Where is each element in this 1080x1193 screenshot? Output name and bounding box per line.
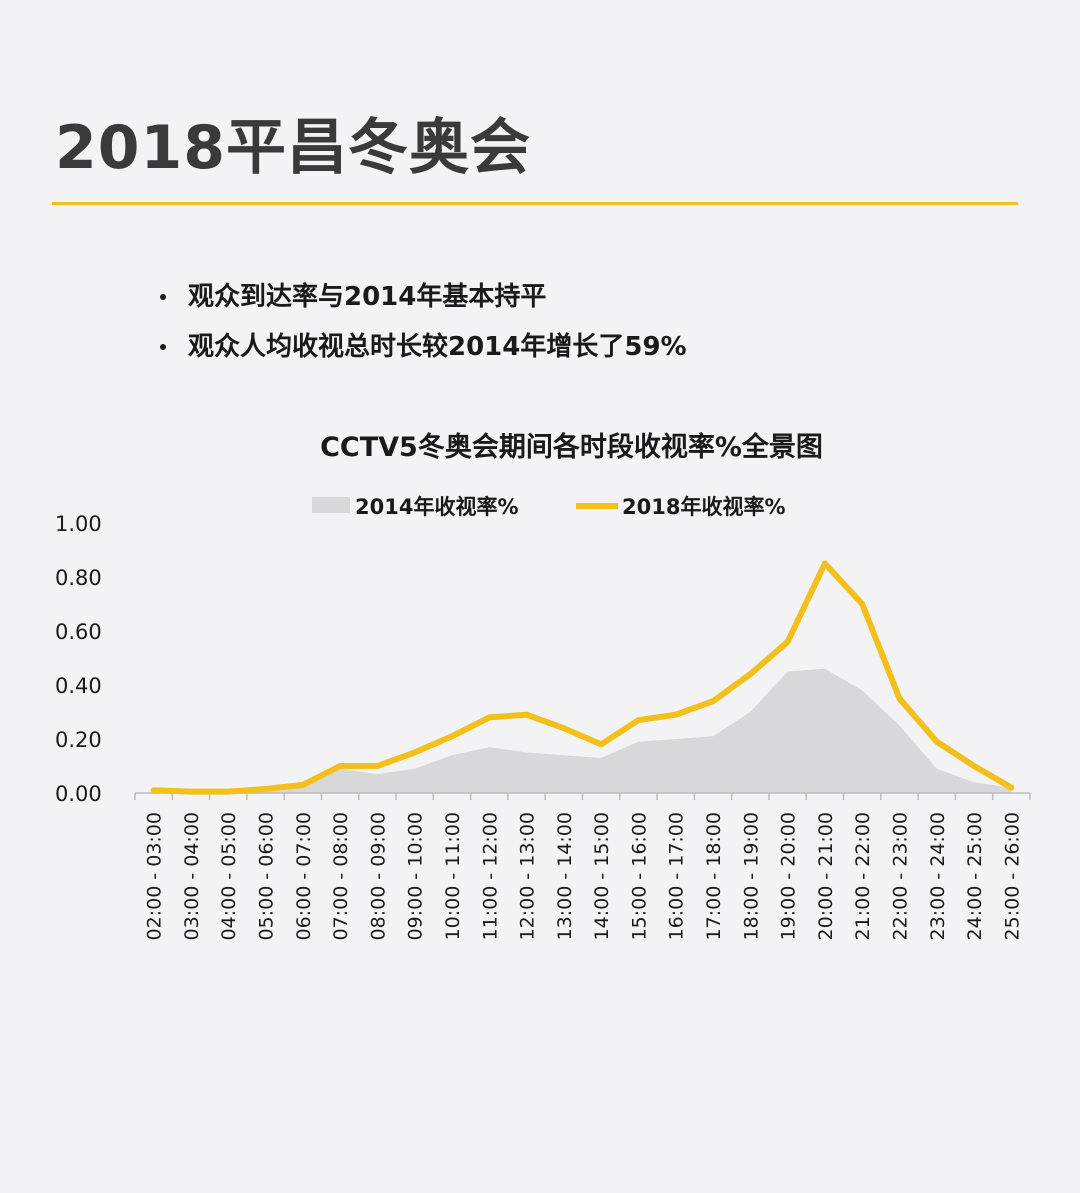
- title-divider: [52, 202, 1018, 205]
- page-title: 2018平昌冬奥会: [55, 113, 531, 183]
- series-area-2014: [153, 668, 1012, 793]
- bullet-dot-icon: [160, 294, 166, 300]
- legend-label-2018: 2018年收视率%: [622, 495, 786, 519]
- x-tick-label: 06:00 - 07:00: [293, 812, 315, 940]
- bullet-text: 观众人均收视总时长较2014年增长了59%: [188, 332, 687, 362]
- y-tick-label: 0.40: [55, 674, 102, 698]
- y-tick-label: 1.00: [55, 512, 102, 536]
- x-tick-label: 19:00 - 20:00: [778, 812, 800, 940]
- x-tick-label: 25:00 - 26:00: [1001, 812, 1023, 940]
- bullet-text: 观众到达率与2014年基本持平: [188, 282, 547, 312]
- x-tick-label: 03:00 - 04:00: [181, 812, 203, 940]
- y-tick-label: 0.80: [55, 566, 102, 590]
- legend-label-2014: 2014年收视率%: [355, 495, 519, 519]
- x-tick-label: 11:00 - 12:00: [479, 812, 501, 940]
- y-tick-label: 0.60: [55, 620, 102, 644]
- series-line-2018: [150, 560, 1015, 795]
- x-tick-label: 08:00 - 09:00: [367, 812, 389, 940]
- x-tick-label: 23:00 - 24:00: [927, 812, 949, 940]
- x-tick-label: 13:00 - 14:00: [554, 812, 576, 940]
- x-tick-label: 14:00 - 15:00: [591, 812, 613, 940]
- x-tick-label: 18:00 - 19:00: [740, 812, 762, 940]
- chart-legend: 2014年收视率% 2018年收视率%: [312, 495, 786, 519]
- x-tick-label: 15:00 - 16:00: [628, 812, 650, 940]
- plot-area: 1.00 0.80 0.60 0.40 0.20 0.00 02:00 - 03:00 03:…: [55, 512, 1031, 940]
- x-tick-label: 12:00 - 13:00: [517, 812, 539, 940]
- x-tick-label: 04:00 - 05:00: [218, 812, 240, 940]
- x-tick-label: 02:00 - 03:00: [144, 812, 166, 940]
- y-tick-label: 0.00: [55, 782, 102, 806]
- x-tick-label: 05:00 - 06:00: [256, 812, 278, 940]
- bullet-item: 观众人均收视总时长较2014年增长了59%: [160, 322, 687, 372]
- bullet-dot-icon: [160, 344, 166, 350]
- x-tick-label: 21:00 - 22:00: [852, 812, 874, 940]
- x-tick-label: 24:00 - 25:00: [964, 812, 986, 940]
- x-tick-label: 16:00 - 17:00: [666, 812, 688, 940]
- chart-title: CCTV5冬奥会期间各时段收视率%全景图: [320, 432, 823, 463]
- bullet-list: 观众到达率与2014年基本持平 观众人均收视总时长较2014年增长了59%: [160, 272, 687, 372]
- y-tick-label: 0.20: [55, 728, 102, 752]
- x-tick-label: 20:00 - 21:00: [815, 812, 837, 940]
- x-tick-label: 22:00 - 23:00: [889, 812, 911, 940]
- x-tick-label: 07:00 - 08:00: [330, 812, 352, 940]
- legend-swatch-2014: [312, 497, 350, 513]
- bullet-item: 观众到达率与2014年基本持平: [160, 272, 687, 322]
- x-tick-label: 17:00 - 18:00: [703, 812, 725, 940]
- x-tick-label: 09:00 - 10:00: [405, 812, 427, 940]
- x-tick-label: 10:00 - 11:00: [442, 812, 464, 940]
